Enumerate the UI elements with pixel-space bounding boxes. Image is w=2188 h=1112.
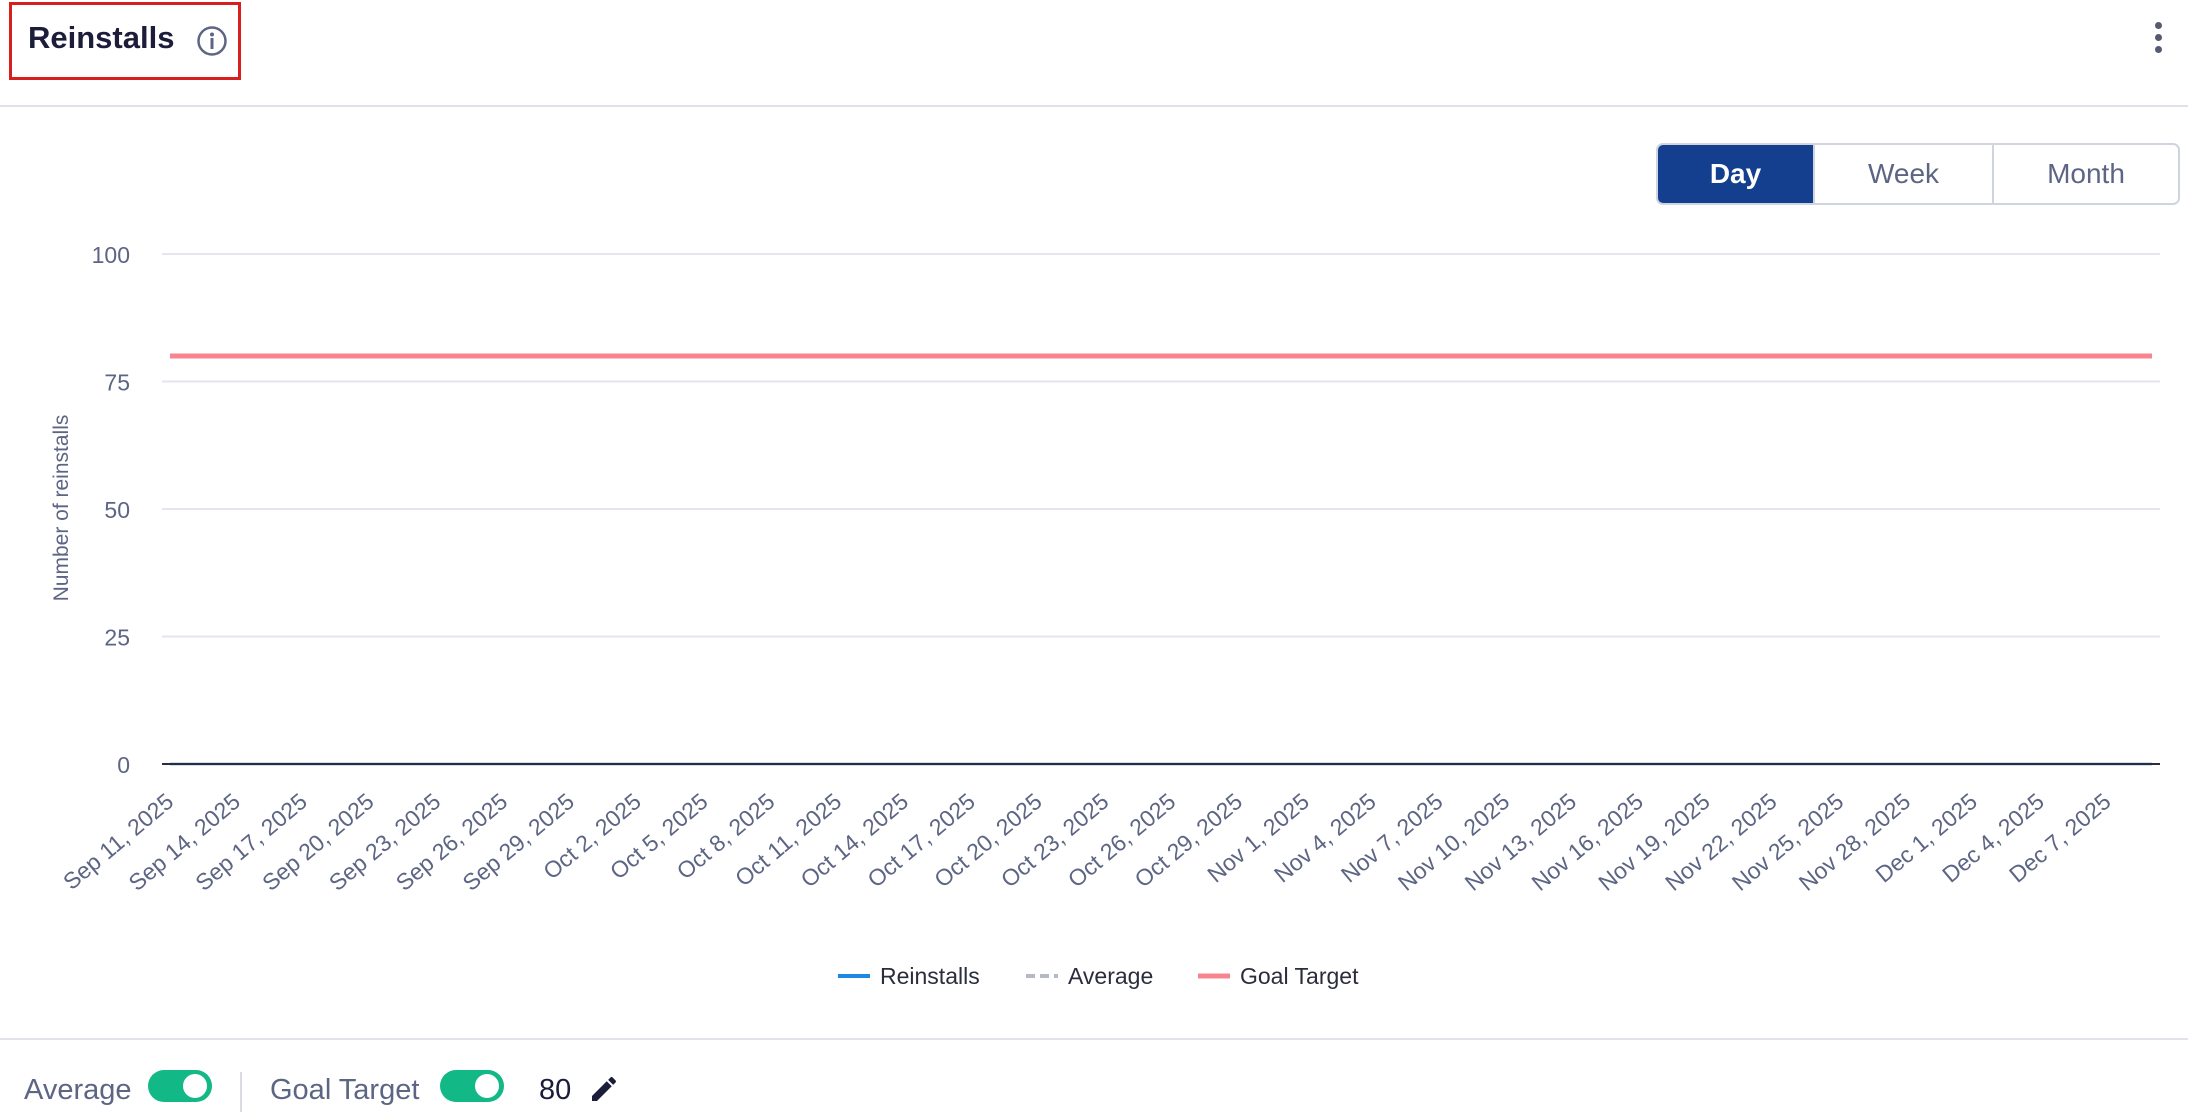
widget-title: Reinstalls (28, 20, 175, 55)
y-tick-label: 0 (117, 752, 130, 778)
footer-divider (0, 1038, 2188, 1040)
y-tick-label: 75 (104, 370, 130, 396)
y-tick-label: 100 (92, 242, 130, 268)
title-highlight-box (9, 2, 241, 80)
y-tick-label: 50 (104, 497, 130, 523)
legend-label: Average (1068, 963, 1153, 989)
tab-month[interactable]: Month (1992, 145, 2178, 203)
info-circle-icon[interactable] (196, 25, 228, 57)
widget-header: Reinstalls (0, 0, 2188, 107)
average-toggle-label: Average (24, 1074, 132, 1106)
y-tick-label: 25 (104, 625, 130, 651)
legend-item-reinstalls[interactable]: Reinstalls (838, 963, 980, 989)
tab-day[interactable]: Day (1658, 145, 1813, 203)
footer-separator (240, 1072, 242, 1112)
goal-target-value: 80 (539, 1074, 572, 1106)
legend-item-average[interactable]: Average (1026, 963, 1153, 989)
average-toggle[interactable] (148, 1070, 212, 1102)
goal-target-toggle-label: Goal Target (270, 1074, 420, 1106)
tab-week[interactable]: Week (1813, 145, 1992, 203)
legend-label: Goal Target (1240, 963, 1359, 989)
y-axis-title: Number of reinstalls (50, 415, 73, 602)
goal-target-toggle[interactable] (440, 1070, 504, 1102)
range-tab-group: Day Week Month (1656, 143, 2180, 205)
legend-label: Reinstalls (880, 963, 980, 989)
legend-item-goal-target[interactable]: Goal Target (1198, 963, 1359, 989)
more-vertical-icon[interactable] (2152, 22, 2164, 62)
pencil-icon[interactable] (588, 1073, 620, 1105)
